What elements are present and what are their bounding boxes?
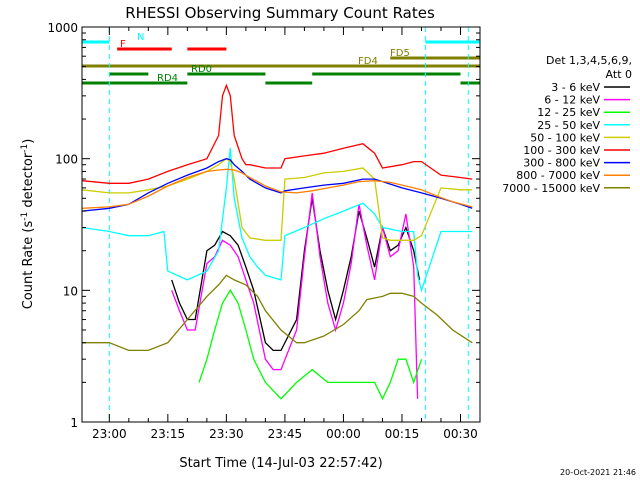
y-label-main: Count Rate (s (21, 221, 36, 310)
legend-title-line2: Att 0 (606, 68, 632, 81)
plot-frame (81, 26, 481, 423)
state-label-fd5: FD5 (390, 48, 410, 59)
state-label-n: N (137, 32, 144, 43)
legend-label: 100 - 300 keV (523, 144, 600, 157)
series-line-7000-15000-kev (82, 274, 473, 352)
legend-title-line1: Det 1,3,4,5,6,9, (546, 54, 632, 67)
y-tick-label: 1000 (47, 21, 78, 35)
x-tick-label: 00:00 (326, 427, 361, 441)
state-label-fd4: FD4 (358, 56, 378, 67)
y-tick-label: 100 (55, 153, 78, 167)
series-line-3-6-kev (171, 198, 421, 352)
legend-label: 7000 - 15000 keV (502, 182, 600, 195)
legend-label: 50 - 100 keV (530, 131, 600, 144)
legend-label: 3 - 6 keV (551, 81, 600, 94)
x-tick-label: 23:45 (268, 427, 303, 441)
date-stamp: 20-Oct-2021 21:46 (560, 468, 636, 477)
legend-label: 25 - 50 keV (537, 119, 600, 132)
legend-label: 12 - 25 keV (537, 106, 600, 119)
state-label-rd0: RD0 (191, 64, 212, 75)
state-bars: NF FD4 FD5 RD0 RD4 (82, 27, 480, 422)
x-tick-label: 23:00 (92, 427, 127, 441)
y-tick-label: 10 (63, 284, 78, 298)
series-lines (81, 83, 473, 401)
series-line-25-50-kev (81, 148, 473, 293)
y-label-sup2: -1 (20, 144, 30, 153)
series-line-50-100-kev (81, 157, 473, 241)
series-line-100-300-kev (81, 83, 473, 184)
y-label-mid: detector (21, 152, 36, 212)
state-label-f: F (120, 39, 126, 50)
legend-label: 6 - 12 keV (544, 94, 600, 107)
y-tick-label: 1 (70, 416, 78, 430)
x-tick-label: 00:15 (385, 427, 420, 441)
state-label-rd4: RD4 (157, 73, 178, 84)
y-label-sup1: -1 (20, 212, 30, 221)
x-tick-label: 00:30 (443, 427, 478, 441)
x-axis-label: Start Time (14-Jul-03 22:57:42) (179, 456, 382, 471)
y-axis: 1 10 100 1000 (47, 21, 480, 430)
x-tick-label: 23:30 (209, 427, 244, 441)
legend-label: 800 - 7000 keV (516, 169, 600, 182)
x-axis: 23:00 23:15 23:30 23:45 00:00 00:15 00:30 (92, 27, 478, 441)
chart-title: RHESSI Observing Summary Count Rates (125, 4, 435, 22)
series-line-12-25-kev (198, 289, 423, 401)
y-label-end: ) (21, 139, 36, 144)
x-tick-label: 23:15 (151, 427, 186, 441)
series-line-300-800-kev (81, 158, 473, 212)
series-line-800-7000-kev (81, 168, 473, 209)
legend-label: 300 - 800 keV (523, 157, 600, 170)
y-axis-label: Count Rate (s-1 detector-1) (20, 139, 36, 310)
